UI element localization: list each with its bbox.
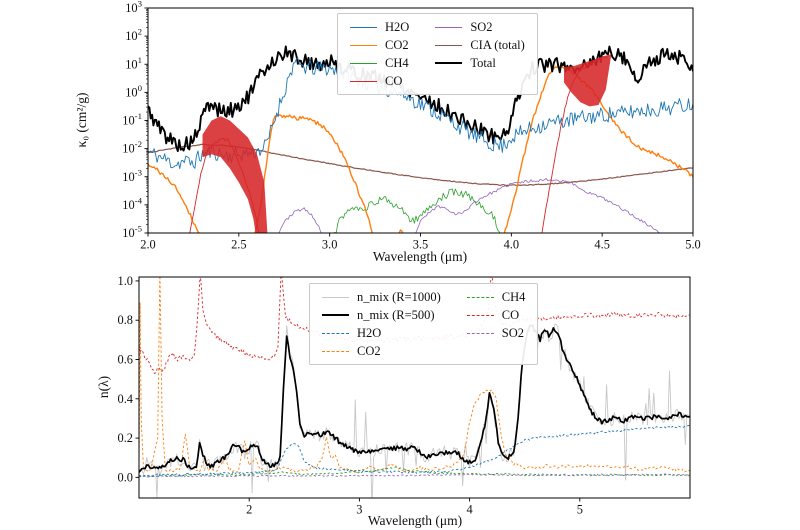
- legend-column: H2O CO2 CH4 CO: [350, 21, 409, 87]
- legend-item-CH4: CH4: [350, 57, 409, 69]
- y-tick-label: 0.0: [118, 470, 134, 484]
- series-CO: [189, 55, 608, 233]
- series-H2O: [139, 424, 690, 477]
- legend-item-H2O: H2O: [350, 21, 409, 33]
- x-tick-label: 3.0: [322, 238, 338, 252]
- y-tick-label: 0.6: [118, 353, 134, 367]
- legend-swatch-CH4: [350, 62, 377, 64]
- legend-label: CIA (total): [470, 37, 525, 52]
- plot-series-area: [148, 45, 693, 233]
- legend-item-CO: CO: [350, 75, 409, 87]
- legend-swatch-n_mix-R-500-: [322, 314, 349, 316]
- legend-label: CO: [385, 73, 403, 88]
- legend-swatch-SO2: [466, 332, 494, 334]
- legend-swatch-H2O: [350, 26, 377, 28]
- x-tick-label: 4.0: [504, 238, 520, 252]
- bottom-legend: n_mix (R=1000) n_mix (R=500) H2O CO2 CH4 CO SO…: [309, 283, 539, 365]
- legend-item-SO2: SO2: [435, 21, 525, 33]
- legend-column: CH4 CO SO2: [466, 289, 526, 340]
- legend-label: n_mix (R=500): [357, 307, 435, 322]
- y-tick-label: 0.2: [118, 431, 134, 445]
- legend-label: Total: [470, 55, 496, 70]
- legend-label: SO2: [501, 325, 525, 340]
- legend-label: H2O: [357, 325, 382, 340]
- series-SO2: [139, 473, 690, 478]
- series-CO2: [139, 277, 690, 473]
- legend-item-Total: Total: [435, 57, 525, 69]
- top-legend: H2O CO2 CH4 CO SO2 CIA (total) Total: [337, 13, 538, 95]
- series-Total: [148, 45, 693, 153]
- x-tick-label: 5.0: [685, 238, 701, 252]
- legend-item-CO2: CO2: [350, 39, 409, 51]
- x-tick-label: 2.0: [140, 238, 156, 252]
- bottom-yaxis-label: n(λ): [96, 375, 111, 399]
- legend-item-CIA-total-: CIA (total): [435, 39, 525, 51]
- x-tick-label: 4.5: [594, 238, 610, 252]
- legend-label: CH4: [385, 55, 409, 70]
- legend-swatch-CO2: [322, 350, 349, 352]
- legend-swatch-Total: [435, 62, 463, 64]
- legend-label: CO2: [385, 37, 409, 52]
- legend-swatch-CO: [466, 314, 494, 316]
- legend-item-n_mix-R-1000-: n_mix (R=1000): [322, 291, 441, 303]
- x-tick-label: 5: [577, 503, 583, 517]
- legend-label: CO: [501, 307, 520, 322]
- legend-swatch-CIA-total-: [435, 44, 463, 46]
- legend-item-CH4: CH4: [466, 289, 526, 304]
- y-tick-label: 0.4: [118, 392, 134, 406]
- legend-swatch-CO2: [350, 44, 377, 46]
- legend-label: n_mix (R=1000): [357, 289, 441, 304]
- legend-swatch-CO: [350, 80, 377, 82]
- legend-item-CO: CO: [466, 307, 526, 322]
- legend-item-SO2: SO2: [466, 325, 526, 340]
- y-tick-label: 1.0: [118, 274, 134, 288]
- series-CH4: [139, 466, 690, 478]
- legend-column: n_mix (R=1000) n_mix (R=500) H2O CO2: [322, 291, 441, 357]
- legend-item-CO2: CO2: [322, 345, 441, 357]
- y-tick-label: 0.8: [118, 313, 134, 327]
- legend-swatch-CH4: [466, 296, 494, 298]
- legend-label: CH4: [501, 289, 526, 304]
- axis-ticks: [144, 7, 694, 237]
- x-tick-label: 2: [246, 503, 252, 517]
- axis-ticks: [135, 280, 581, 502]
- top-yaxis-label: κ₀ (cm²/g): [74, 92, 89, 148]
- x-tick-label: 4: [466, 503, 472, 517]
- bottom-xaxis-label: Wavelength (μm): [367, 513, 463, 528]
- legend-item-n_mix-R-500-: n_mix (R=500): [322, 309, 441, 321]
- legend-swatch-SO2: [435, 26, 463, 28]
- legend-label: H2O: [385, 19, 410, 34]
- x-tick-label: 3: [356, 503, 362, 517]
- legend-swatch-H2O: [322, 332, 349, 334]
- plot-frame: [138, 276, 691, 499]
- series-CH4: [334, 188, 501, 233]
- series-band-CO: [564, 54, 612, 107]
- series-SO2: [278, 178, 661, 233]
- x-tick-label: 3.5: [413, 238, 429, 252]
- legend-column: SO2 CIA (total) Total: [435, 21, 525, 69]
- x-tick-label: 2.5: [231, 238, 247, 252]
- legend-label: SO2: [470, 19, 493, 34]
- legend-swatch-n_mix-R-1000-: [322, 296, 349, 298]
- legend-item-H2O: H2O: [322, 327, 441, 339]
- series-band-CO: [202, 116, 268, 233]
- top-xaxis-label: Wavelength (μm): [372, 249, 468, 264]
- legend-label: CO2: [357, 343, 381, 358]
- series-n_mix-R-500-: [139, 324, 690, 473]
- series-CO2: [148, 64, 693, 233]
